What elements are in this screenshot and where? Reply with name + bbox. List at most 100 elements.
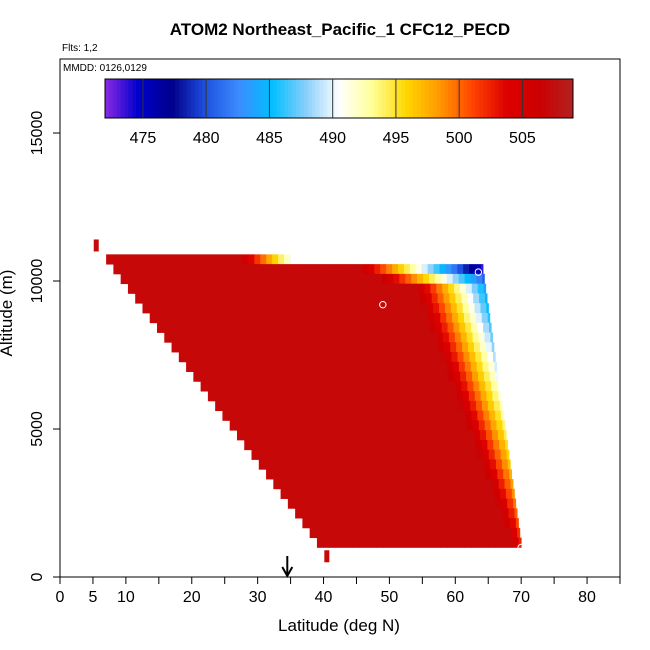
heatmap-cell [394,322,401,333]
heatmap-cell [405,488,412,499]
heatmap-cell [320,391,327,402]
heatmap-cell [209,361,217,372]
heatmap-cell [336,508,343,519]
heatmap-cell [509,469,513,480]
heatmap-cell [190,352,197,363]
heatmap-cell [280,488,287,499]
heatmap-cell [452,312,459,324]
heatmap-cell [456,342,463,353]
heatmap-cell [268,312,275,324]
heatmap-cell [413,508,421,519]
heatmap-cell [218,254,226,265]
heatmap-cell [234,371,242,382]
heatmap-cell [297,352,304,363]
heatmap-cell [493,439,500,451]
heatmap-cell [375,488,382,499]
heatmap-cell [382,283,390,294]
heatmap-cell [375,361,383,372]
heatmap-cell [242,430,250,441]
heatmap-cell [311,371,319,382]
heatmap-cell [441,537,448,548]
heatmap-cell [354,508,361,519]
heatmap-cell [383,332,390,343]
heatmap-cell [482,488,489,499]
colorbar-segment [553,79,558,118]
heatmap-cell [457,527,465,539]
heatmap-cell [307,293,314,304]
x-tick-label: 5 [88,589,97,606]
heatmap-cell [374,264,381,275]
heatmap-cell [469,264,476,275]
heatmap-cell [338,352,346,363]
heatmap-cell [354,381,362,392]
heatmap-cell [383,459,390,470]
heatmap-cell [444,430,451,441]
colorbar-segment [370,79,375,118]
heatmap-cell [424,283,431,294]
heatmap-cell [374,527,382,539]
heatmap-cell [418,498,425,509]
heatmap-cell [255,352,263,363]
heatmap-cell [298,488,305,499]
heatmap-cell [442,498,449,509]
heatmap-cell [390,508,397,519]
colorbar-segment [249,79,254,118]
heatmap-cell [438,518,446,529]
heatmap-cell [326,479,334,490]
heatmap-cell [432,430,439,441]
heatmap-cell [464,488,471,499]
heatmap-cell [307,381,314,392]
heatmap-cell [314,518,321,529]
heatmap-cell [426,342,433,353]
heatmap-cell [444,303,452,314]
heatmap-cell [392,527,400,539]
heatmap-cell [171,342,178,353]
heatmap-cell [182,293,189,304]
heatmap-cell [208,352,215,363]
heatmap-cell [212,381,219,392]
colorbar-segment [144,79,149,118]
heatmap-cell [372,508,379,519]
heatmap-cell [369,400,376,412]
heatmap-cell [310,449,318,460]
heatmap-cell [164,332,171,343]
heatmap-cell [305,410,312,421]
heatmap-cell [428,400,435,412]
heatmap-cell [183,254,190,265]
heatmap-cell [244,400,252,412]
heatmap-cell [455,469,463,480]
heatmap-cell [474,518,481,529]
heatmap-cell [279,439,287,451]
heatmap-cell [329,410,336,421]
heatmap-cell [224,342,232,353]
heatmap-cell [274,400,281,412]
heatmap-cell [304,449,312,460]
heatmap-cell [444,342,451,353]
heatmap-cell [328,273,335,285]
heatmap-cell [202,352,209,363]
colorbar-segment [183,79,188,118]
heatmap-cell [439,479,446,490]
heatmap-cell [296,391,304,402]
heatmap-cell [235,332,242,343]
heatmap-cell [343,469,350,480]
heatmap-cell [285,439,293,451]
heatmap-cell [234,410,241,421]
heatmap-cell [373,518,380,529]
heatmap-cell [469,527,477,539]
heatmap-cell [207,391,215,402]
heatmap-cell [345,400,352,412]
heatmap-cell [496,508,504,519]
heatmap-cell [318,420,325,431]
heatmap-cell [250,312,257,324]
heatmap-cell [413,332,420,343]
heatmap-cell [395,420,403,431]
heatmap-cell [285,479,292,490]
heatmap-cell [365,283,372,294]
heatmap-cell [369,361,377,372]
heatmap-cell [499,439,506,451]
heatmap-cell [131,264,138,275]
heatmap-cell [466,420,474,431]
heatmap-cell [420,430,428,441]
heatmap-cell [293,322,300,333]
